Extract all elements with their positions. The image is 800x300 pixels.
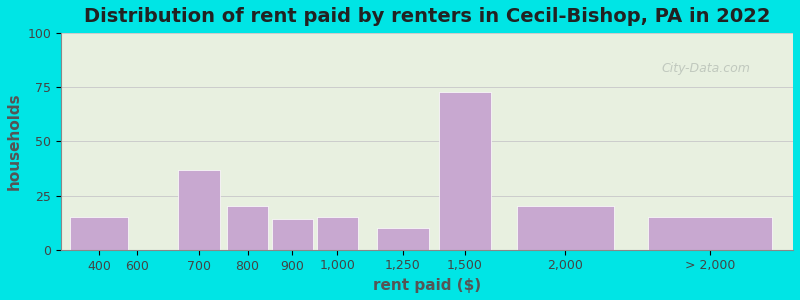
Bar [648, 217, 772, 250]
Bar [439, 92, 491, 250]
Bar [517, 206, 614, 250]
Y-axis label: households: households [7, 93, 22, 190]
Title: Distribution of rent paid by renters in Cecil-Bishop, PA in 2022: Distribution of rent paid by renters in … [84, 7, 770, 26]
Bar [272, 219, 313, 250]
Bar [70, 217, 129, 250]
Bar [377, 228, 429, 250]
Bar [317, 217, 358, 250]
X-axis label: rent paid ($): rent paid ($) [373, 278, 481, 293]
Text: City-Data.com: City-Data.com [662, 62, 750, 75]
Bar [178, 169, 220, 250]
Bar [227, 206, 268, 250]
